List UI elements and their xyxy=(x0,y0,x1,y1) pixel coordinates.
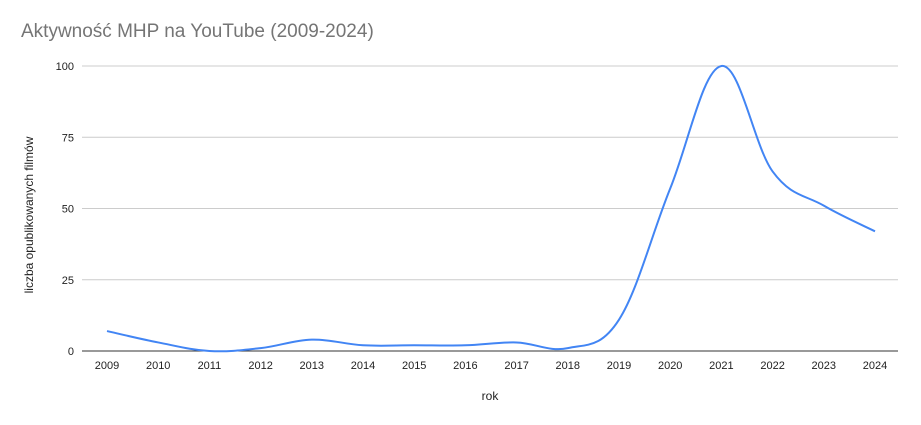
x-tick-label: 2019 xyxy=(607,360,631,372)
x-axis-title: rok xyxy=(482,389,500,403)
x-tick-label: 2023 xyxy=(812,360,836,372)
x-tick-label: 2017 xyxy=(504,360,528,372)
x-tick-label: 2012 xyxy=(248,360,272,372)
x-tick-label: 2016 xyxy=(453,360,477,372)
y-tick-label: 0 xyxy=(68,346,74,358)
y-tick-label: 75 xyxy=(62,132,74,144)
chart-title: Aktywność MHP na YouTube (2009-2024) xyxy=(21,21,374,42)
x-tick-label: 2020 xyxy=(658,360,682,372)
x-tick-label: 2011 xyxy=(198,360,222,372)
x-tick-label: 2022 xyxy=(760,360,784,372)
x-tick-label: 2018 xyxy=(556,360,580,372)
y-tick-label: 50 xyxy=(62,204,74,216)
x-tick-label: 2013 xyxy=(300,360,324,372)
y-tick-label: 25 xyxy=(62,275,74,287)
x-tick-label: 2010 xyxy=(146,360,170,372)
x-tick-label: 2015 xyxy=(402,360,426,372)
y-axis-title: liczba opublikowanych filmów xyxy=(22,136,36,293)
y-tick-label: 100 xyxy=(56,61,74,73)
x-tick-label: 2024 xyxy=(863,360,887,372)
x-tick-label: 2009 xyxy=(95,360,119,372)
data-series-line xyxy=(106,65,876,353)
x-tick-label: 2014 xyxy=(351,360,375,372)
x-tick-label: 2021 xyxy=(709,360,733,372)
